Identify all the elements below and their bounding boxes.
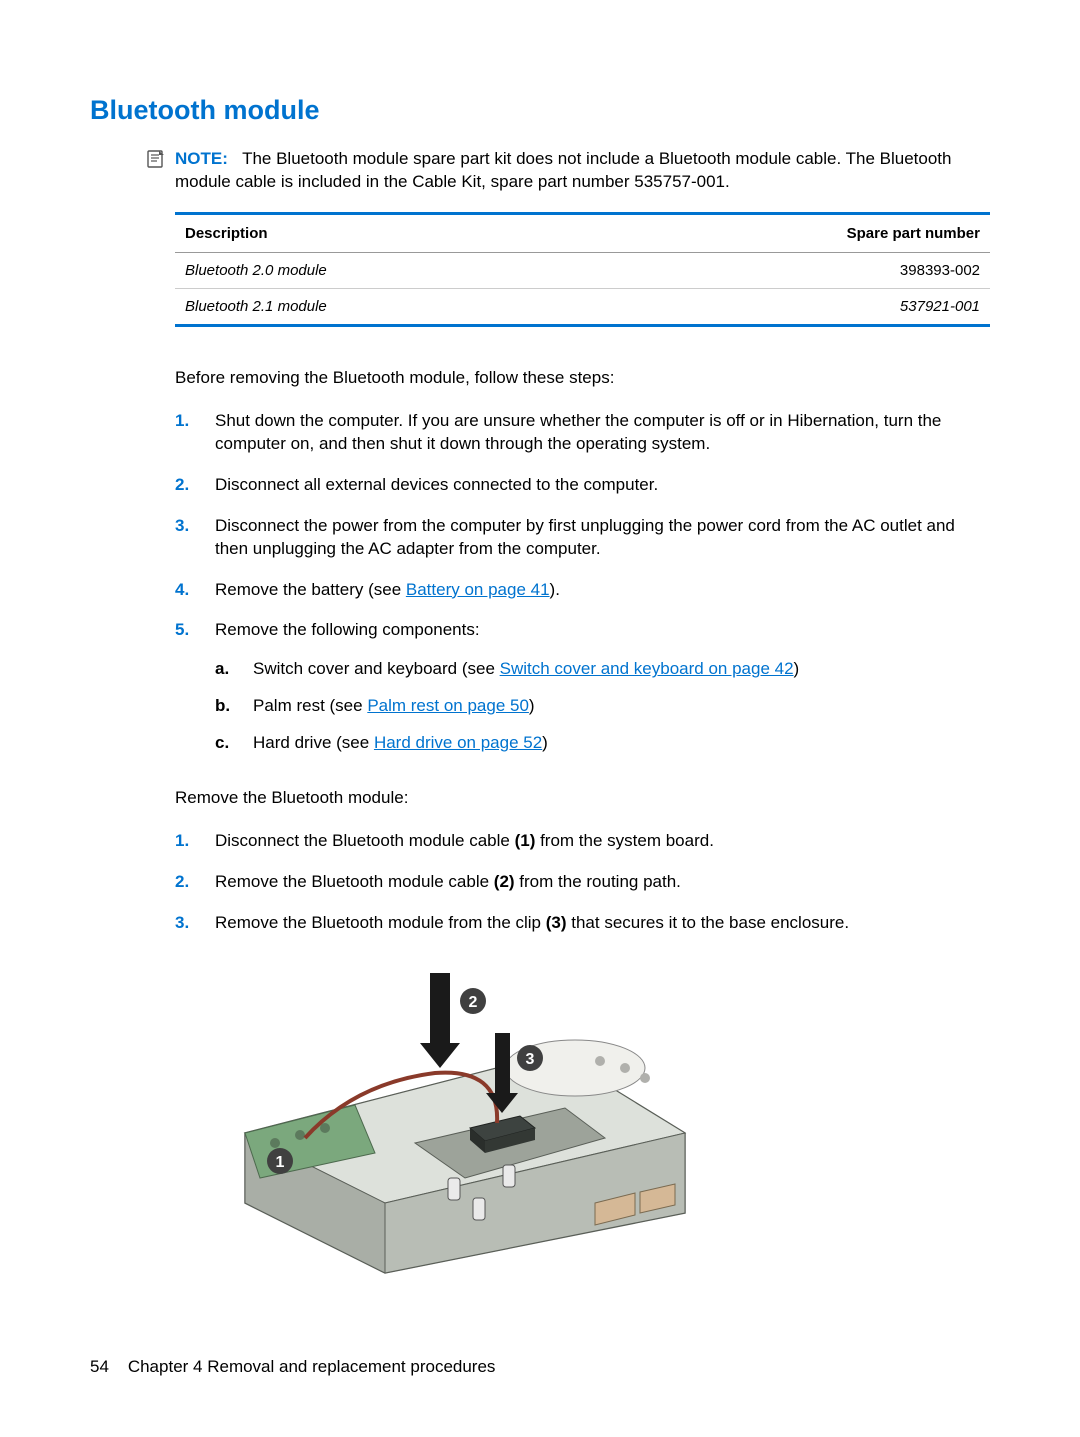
page-footer: 54 Chapter 4 Removal and replacement pro… [90,1357,495,1377]
step-text: Disconnect all external devices connecte… [215,474,990,497]
text: Remove the following components: [215,620,480,639]
page-number: 54 [90,1357,109,1376]
marker: a. [215,658,253,681]
sub-steps: a. Switch cover and keyboard (see Switch… [215,658,990,755]
text: Remove the Bluetooth module cable [215,872,494,891]
col-description: Description [175,213,593,252]
text: ). [550,580,560,599]
step-text: Disconnect the Bluetooth module cable (1… [215,830,990,853]
text: Switch cover and keyboard (see Switch co… [253,658,799,681]
step-text: Remove the Bluetooth module cable (2) fr… [215,871,990,894]
hard-drive-link[interactable]: Hard drive on page 52 [374,733,542,752]
callout-3: 3 [526,1051,535,1068]
table-row: Bluetooth 2.0 module 398393-002 [175,252,990,288]
cell: Bluetooth 2.0 module [175,252,593,288]
text: ) [794,659,800,678]
step-text: Remove the following components: a. Swit… [215,619,990,769]
list-item: c. Hard drive (see Hard drive on page 52… [215,732,990,755]
marker: 1. [175,410,215,456]
chapter-label: Chapter 4 Removal and replacement proced… [128,1357,496,1376]
text: Disconnect the Bluetooth module cable [215,831,515,850]
col-spare-part: Spare part number [593,213,990,252]
note-label: NOTE: [175,149,228,168]
step-text: Remove the battery (see Battery on page … [215,579,990,602]
text: (3) [546,913,567,932]
cell: Bluetooth 2.1 module [175,288,593,325]
text: Palm rest (see Palm rest on page 50) [253,695,535,718]
list-item: 3. Remove the Bluetooth module from the … [175,912,990,935]
marker: 2. [175,474,215,497]
switch-cover-link[interactable]: Switch cover and keyboard on page 42 [500,659,794,678]
parts-table: Description Spare part number Bluetooth … [175,212,990,327]
text: (2) [494,872,515,891]
text: that secures it to the base enclosure. [567,913,850,932]
marker: 5. [175,619,215,769]
callout-1: 1 [276,1154,285,1171]
list-item: 3.Disconnect the power from the computer… [175,515,990,561]
text: Switch cover and keyboard (see [253,659,500,678]
prep-steps: 1.Shut down the computer. If you are uns… [175,410,990,769]
note-text: NOTE: The Bluetooth module spare part ki… [175,148,990,194]
cell: 537921-001 [593,288,990,325]
note-block: NOTE: The Bluetooth module spare part ki… [145,148,990,194]
step-text: Remove the Bluetooth module from the cli… [215,912,990,935]
marker: 3. [175,515,215,561]
intro-para: Before removing the Bluetooth module, fo… [175,367,990,390]
list-item: 4. Remove the battery (see Battery on pa… [175,579,990,602]
removal-steps: 1. Disconnect the Bluetooth module cable… [175,830,990,935]
step-text: Disconnect the power from the computer b… [215,515,990,561]
list-item: 1.Shut down the computer. If you are uns… [175,410,990,456]
text: ) [529,696,535,715]
note-icon [145,149,167,169]
marker: 4. [175,579,215,602]
step-text: Shut down the computer. If you are unsur… [215,410,990,456]
text: Hard drive (see Hard drive on page 52) [253,732,548,755]
list-item: b. Palm rest (see Palm rest on page 50) [215,695,990,718]
marker: c. [215,732,253,755]
list-item: 5. Remove the following components: a. S… [175,619,990,769]
remove-para: Remove the Bluetooth module: [175,787,990,810]
text: Remove the battery (see [215,580,406,599]
illustration: 1 2 3 [205,953,705,1283]
list-item: 1. Disconnect the Bluetooth module cable… [175,830,990,853]
text: (1) [515,831,536,850]
list-item: 2.Disconnect all external devices connec… [175,474,990,497]
text: from the routing path. [515,872,681,891]
text: Hard drive (see [253,733,374,752]
marker: b. [215,695,253,718]
table-row: Bluetooth 2.1 module 537921-001 [175,288,990,325]
marker: 1. [175,830,215,853]
section-title: Bluetooth module [90,95,990,126]
text: Palm rest (see [253,696,367,715]
marker: 3. [175,912,215,935]
list-item: a. Switch cover and keyboard (see Switch… [215,658,990,681]
text: Remove the Bluetooth module from the cli… [215,913,546,932]
palm-rest-link[interactable]: Palm rest on page 50 [367,696,529,715]
battery-link[interactable]: Battery on page 41 [406,580,550,599]
note-body: The Bluetooth module spare part kit does… [175,149,952,191]
list-item: 2. Remove the Bluetooth module cable (2)… [175,871,990,894]
cell: 398393-002 [593,252,990,288]
marker: 2. [175,871,215,894]
callout-2: 2 [469,994,478,1011]
text: from the system board. [535,831,714,850]
text: ) [542,733,548,752]
